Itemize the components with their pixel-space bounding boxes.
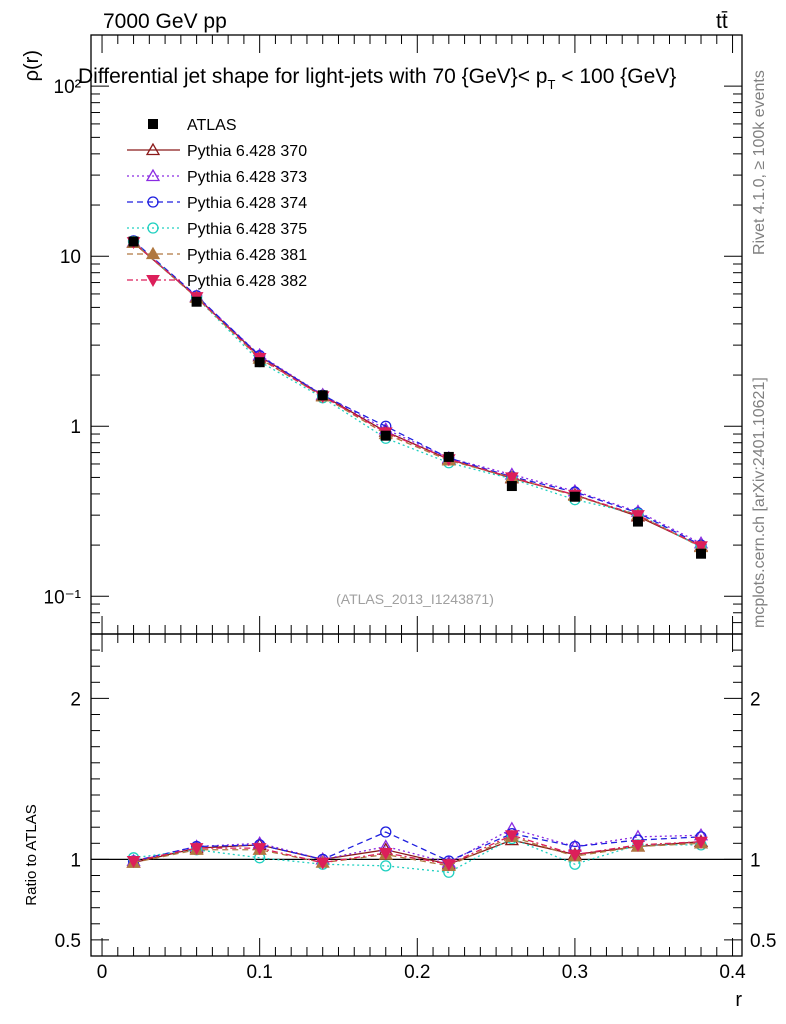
y-axis-label-ratio: Ratio to ATLAS — [23, 804, 40, 905]
atlas-point — [254, 357, 265, 368]
legend-marker-5 — [146, 275, 160, 288]
legend-label-374: Pythia 6.428 374 — [187, 195, 307, 212]
ratio-point-5 — [694, 836, 708, 849]
legend-label-370: Pythia 6.428 370 — [187, 143, 307, 160]
y-axis-label-main: ρ(r) — [21, 50, 43, 81]
ratio-tick-label-left: 1 — [70, 850, 81, 871]
x-tick-label: 0 — [97, 962, 108, 983]
axis-ticks — [91, 34, 742, 956]
y-tick-label: 10 — [60, 247, 81, 268]
series-line-1 — [133, 241, 702, 544]
mcplots-source-label: mcplots.cern.ch [arXiv:2401.10621] — [751, 377, 768, 628]
y-tick-labels-ratio: 0.5 1 2 — [55, 689, 81, 952]
series-point-5 — [505, 472, 519, 485]
legend-marker-1 — [145, 168, 161, 182]
ratio-point-2 — [380, 826, 392, 838]
energy-label: 7000 GeV pp — [103, 10, 227, 33]
legend: ATLAS Pythia 6.428 370 Pythia 6.428 373 … — [187, 117, 307, 290]
atlas-point — [632, 516, 643, 527]
y-tick-labels-main: 10⁻¹ 1 10 10² — [44, 77, 82, 608]
ratio-point-5 — [631, 839, 645, 852]
y-tick-label: 10⁻¹ — [44, 587, 82, 608]
legend-marker-3 — [147, 222, 159, 234]
ratio-plot-frame — [90, 633, 743, 957]
ratio-tick-label-left: 2 — [70, 689, 81, 710]
legend-marker-4 — [145, 246, 161, 260]
rivet-version-label: Rivet 4.1.0, ≥ 100k events — [751, 70, 768, 255]
ratio-point-3 — [380, 860, 392, 872]
ratio-line-2 — [133, 831, 702, 862]
y-tick-labels-ratio-right: 0.5 1 2 — [750, 689, 776, 952]
ratio-point-5 — [441, 859, 456, 872]
ratio-point-5 — [189, 843, 204, 856]
x-axis-label: r — [735, 989, 742, 1011]
atlas-point — [569, 491, 580, 502]
series-point-5 — [631, 510, 645, 523]
ratio-tick-label-right: 2 — [750, 689, 761, 710]
ratio-line-4 — [133, 836, 702, 867]
legend-label-atlas: ATLAS — [187, 117, 237, 134]
series-line-5 — [133, 241, 702, 547]
atlas-point — [191, 296, 202, 307]
analysis-id-label: (ATLAS_2013_I1243871) — [336, 591, 494, 607]
series-point-5 — [694, 541, 708, 554]
atlas-point — [317, 390, 328, 401]
ratio-tick-label-left: 0.5 — [55, 931, 81, 952]
series-line-3 — [133, 241, 702, 548]
atlas-point — [443, 451, 454, 462]
ratio-point-5 — [568, 849, 582, 862]
y-tick-label: 10² — [54, 77, 81, 98]
chart-title: Differential jet shape for light-jets wi… — [78, 65, 676, 92]
atlas-point — [128, 236, 139, 247]
series-line-2 — [133, 240, 702, 546]
legend-label-382: Pythia 6.428 382 — [187, 273, 307, 290]
ratio-line-1 — [133, 828, 702, 864]
ratio-line-0 — [133, 839, 702, 865]
x-tick-label: 0.4 — [719, 962, 746, 983]
x-tick-label: 0.1 — [246, 962, 272, 983]
legend-label-373: Pythia 6.428 373 — [187, 169, 307, 186]
ratio-point-5 — [126, 856, 141, 869]
x-tick-label: 0.3 — [562, 962, 588, 983]
ratio-tick-label-right: 1 — [750, 850, 761, 871]
legend-marker-2 — [147, 196, 159, 208]
ratio-point-5 — [252, 843, 267, 856]
chart-marks — [91, 119, 742, 878]
ratio-tick-label-right: 0.5 — [750, 931, 776, 952]
legend-marker-atlas — [148, 119, 158, 129]
atlas-point — [696, 548, 707, 559]
ratio-point-5 — [315, 857, 330, 870]
atlas-point — [506, 481, 517, 492]
legend-label-375: Pythia 6.428 375 — [187, 221, 307, 238]
legend-marker-0 — [145, 142, 161, 156]
atlas-point — [380, 430, 391, 441]
y-tick-label: 1 — [70, 417, 81, 438]
ratio-point-5 — [378, 847, 393, 860]
x-tick-label: 0.2 — [404, 962, 430, 983]
ratio-line-3 — [133, 837, 702, 873]
process-label: tt̄ — [716, 10, 728, 33]
x-tick-labels: 0 0.1 0.2 0.3 0.4 — [97, 962, 746, 983]
legend-label-381: Pythia 6.428 381 — [187, 247, 307, 264]
ratio-point-5 — [505, 830, 519, 843]
